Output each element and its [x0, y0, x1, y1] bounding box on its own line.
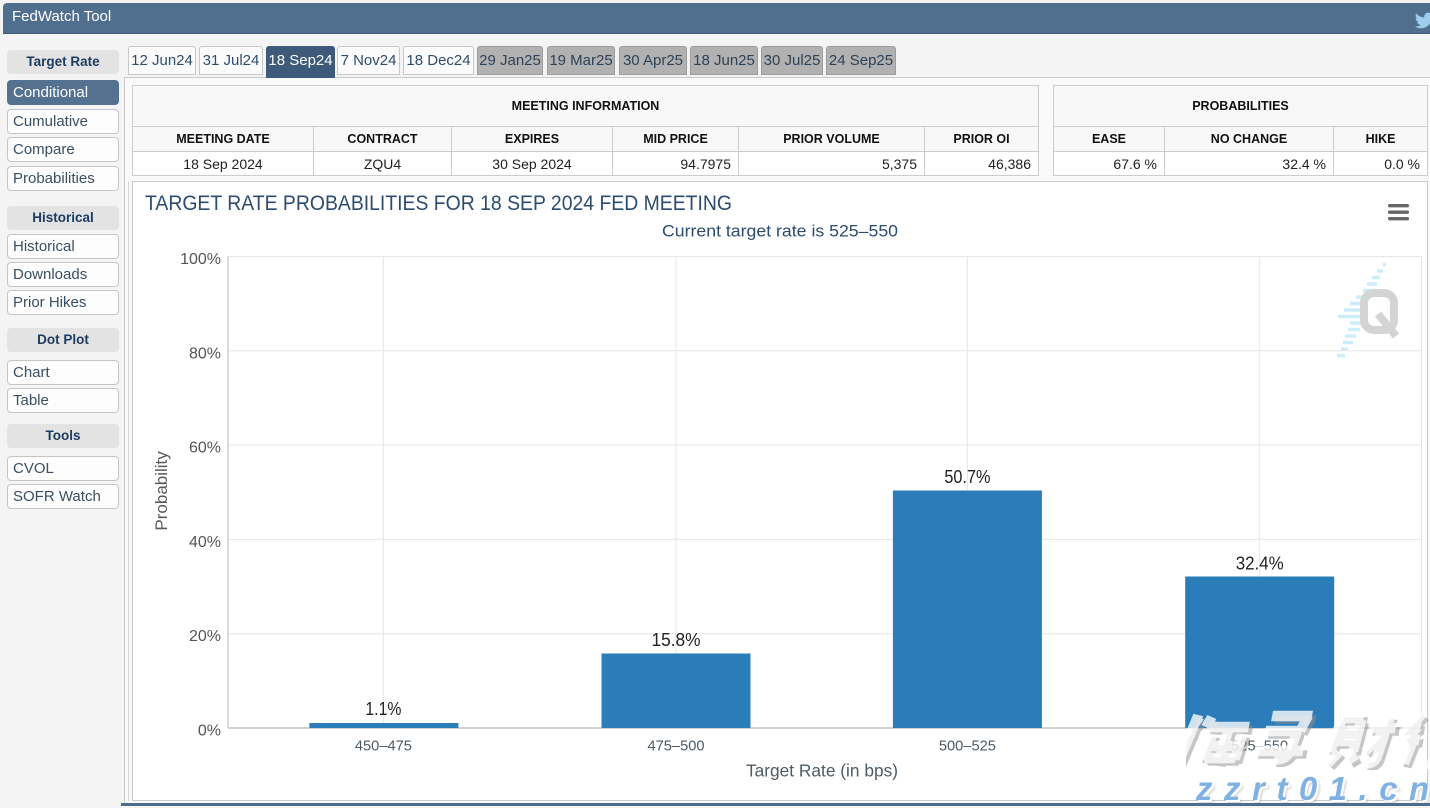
- svg-text:80%: 80%: [189, 345, 221, 362]
- svg-text:1.1%: 1.1%: [365, 698, 401, 719]
- svg-text:450–475: 450–475: [355, 738, 412, 755]
- svg-text:500–525: 500–525: [939, 738, 996, 755]
- svg-text:100%: 100%: [180, 251, 221, 268]
- svg-text:Probability: Probability: [152, 451, 171, 531]
- svg-text:475–500: 475–500: [648, 738, 705, 755]
- svg-text:TARGET RATE PROBABILITIES FOR: TARGET RATE PROBABILITIES FOR 18 SEP 202…: [145, 191, 732, 215]
- svg-text:40%: 40%: [189, 534, 221, 551]
- svg-text:32.4%: 32.4%: [1236, 553, 1284, 574]
- svg-text:15.8%: 15.8%: [652, 629, 701, 650]
- svg-text:Current target rate is 525–550: Current target rate is 525–550: [662, 222, 898, 240]
- svg-text:50.7%: 50.7%: [944, 466, 990, 487]
- svg-text:60%: 60%: [189, 440, 221, 457]
- svg-text:0%: 0%: [198, 723, 221, 740]
- svg-text:Target Rate (in bps): Target Rate (in bps): [746, 761, 898, 781]
- svg-text:20%: 20%: [189, 628, 221, 645]
